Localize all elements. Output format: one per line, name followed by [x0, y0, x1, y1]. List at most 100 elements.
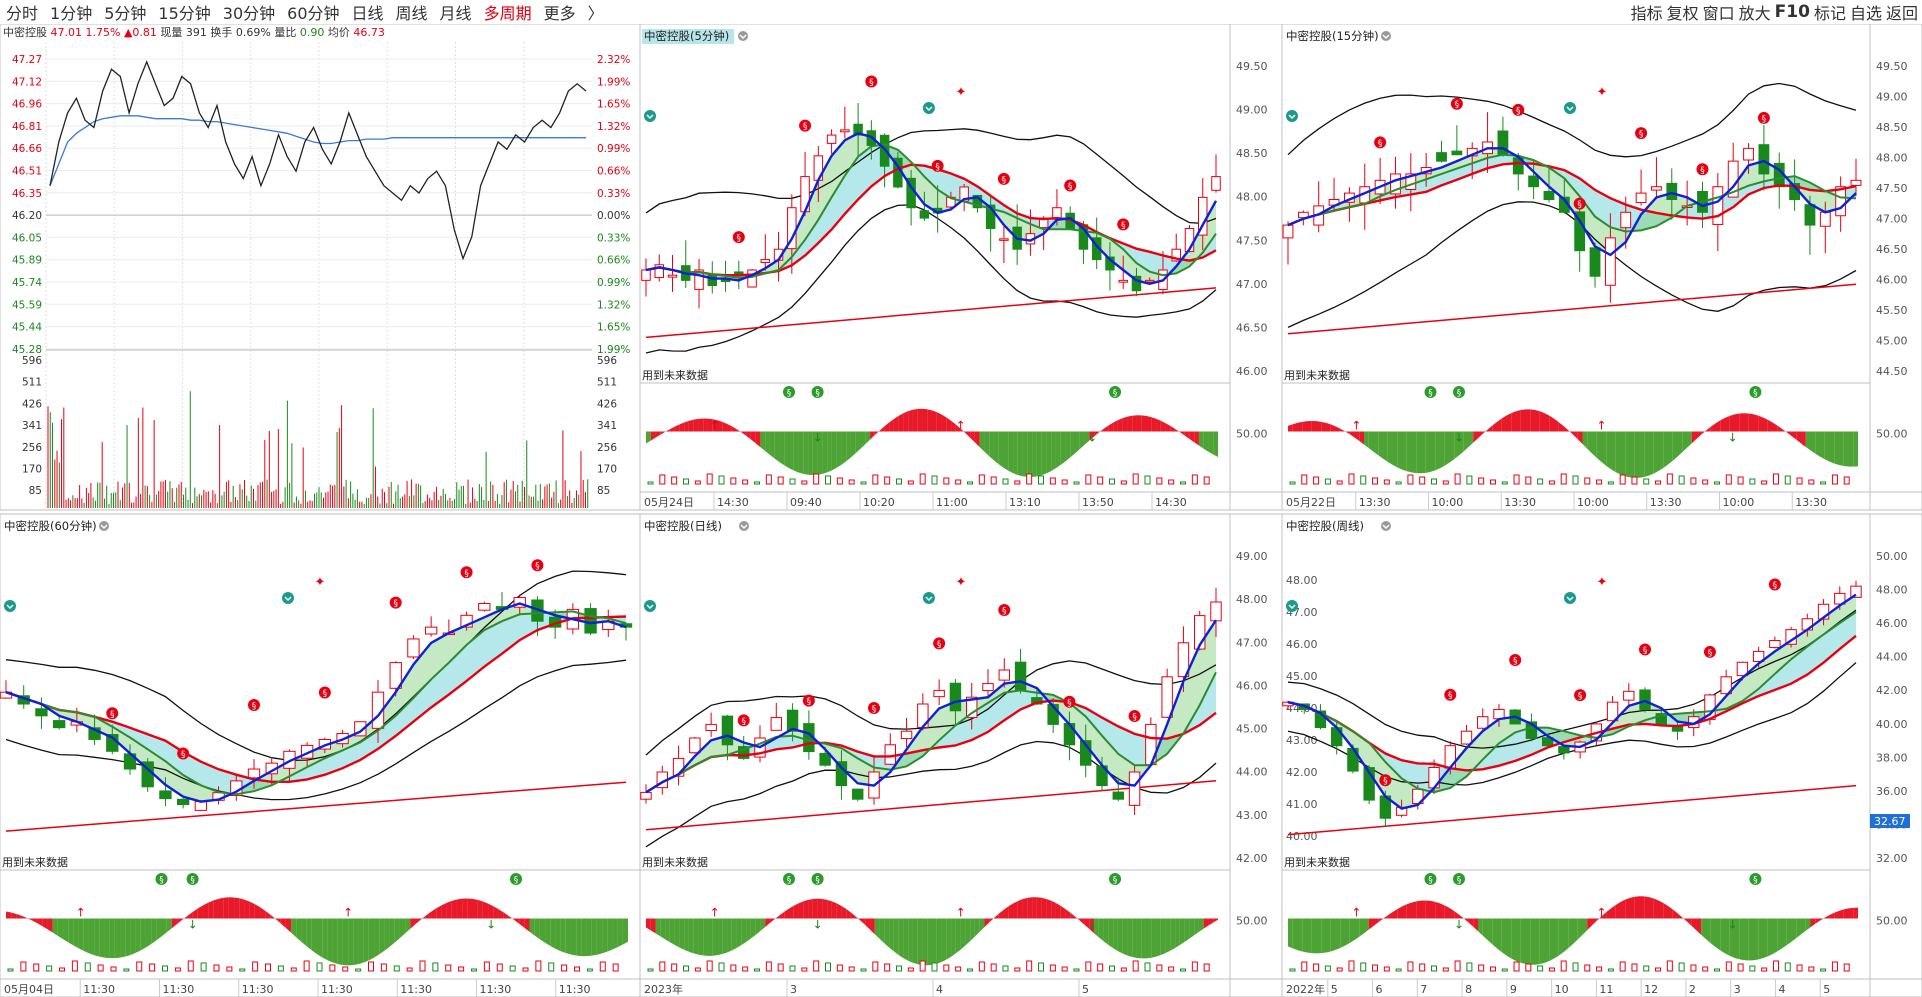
- mini-volume-bar: [1619, 474, 1626, 485]
- macd-area: [140, 918, 146, 951]
- red-s-marker-icon: [248, 699, 260, 712]
- intraday-frame: [0, 24, 641, 511]
- tab-30min[interactable]: 30分钟: [222, 4, 276, 23]
- macd-area: [984, 431, 990, 457]
- macd-area: [1013, 901, 1018, 919]
- macd-area: [1297, 421, 1303, 432]
- multi-period-charts[interactable]: 中密控股 47.01 1.75% ▲0.81 现量 391 换手 0.69% 量…: [0, 24, 1922, 997]
- mini-volume-bar: [671, 963, 678, 972]
- macd-area: [1497, 918, 1502, 953]
- macd-area: [1203, 918, 1209, 929]
- macd-area: [1839, 431, 1844, 466]
- red-s-marker-icon: §: [1002, 175, 1007, 185]
- candle-body: [478, 602, 491, 611]
- tab-60min[interactable]: 60分钟: [287, 4, 340, 23]
- mini-volume-bar: [1360, 475, 1367, 485]
- macd-area: [1060, 905, 1066, 919]
- boll-upper-line: [1287, 609, 1857, 749]
- macd-area: [192, 908, 198, 919]
- tool-zoom[interactable]: 放大: [1738, 4, 1771, 23]
- tool-back[interactable]: 返回: [1885, 4, 1918, 23]
- mini-volume-bar: [1431, 478, 1437, 485]
- mini-volume-bar: [1466, 475, 1473, 485]
- tab-daily[interactable]: 日线: [351, 4, 384, 23]
- price-axis-tick: 42.00: [1876, 684, 1908, 697]
- red-s-marker-icon: [1768, 578, 1781, 591]
- macd-area: [223, 897, 229, 919]
- macd-area: [254, 904, 260, 919]
- x-axis-tick: 6: [1376, 983, 1383, 996]
- tab-monthly[interactable]: 月线: [439, 4, 472, 23]
- macd-area: [1017, 431, 1023, 477]
- macd-area: [1065, 431, 1071, 462]
- teal-down-marker-icon: [1288, 114, 1296, 120]
- teal-down-marker-icon: [1566, 106, 1574, 112]
- teal-down-marker-icon: [1564, 102, 1576, 114]
- green-s-marker-icon: [1453, 873, 1465, 885]
- mini-volume-bar: [1548, 480, 1555, 485]
- candle-body: [1819, 211, 1831, 227]
- ma10-line: [645, 671, 1217, 794]
- teal-down-marker-icon: [1288, 604, 1296, 610]
- tab-multi-period[interactable]: 多周期: [483, 4, 532, 23]
- mini-volume-bar: [1085, 474, 1092, 485]
- x-axis-tick: 11:00: [936, 496, 968, 509]
- macd-area: [1311, 420, 1317, 432]
- tool-mark[interactable]: 标记: [1813, 4, 1846, 23]
- macd-area: [1611, 904, 1616, 919]
- candle-body: [407, 638, 420, 658]
- teal-down-marker-icon: [922, 102, 935, 114]
- red-s-marker-icon: §: [1448, 691, 1453, 701]
- macd-area: [1340, 428, 1345, 432]
- red-s-marker-icon: §: [1383, 777, 1388, 787]
- butterfly-icon: ✦: [1597, 85, 1608, 100]
- tab-weekly[interactable]: 周线: [395, 4, 428, 23]
- macd-area: [213, 898, 219, 919]
- macd-area: [655, 918, 661, 937]
- tab-5min[interactable]: 5分钟: [104, 4, 147, 23]
- ma-ribbon-teal: [646, 144, 1216, 278]
- macd-area: [1530, 918, 1535, 965]
- candle-body: [1112, 791, 1124, 800]
- green-s-marker-icon: [1109, 873, 1122, 885]
- mini-volume-bar: [1313, 963, 1320, 972]
- tool-adjust[interactable]: 复权: [1666, 4, 1699, 23]
- mini-volume-bar: [896, 478, 902, 485]
- pct-tick: 1.32%: [597, 121, 630, 133]
- mini-volume-bar: [1097, 963, 1104, 972]
- macd-area: [493, 906, 499, 919]
- tool-f10[interactable]: F10: [1774, 2, 1810, 22]
- tab-1min[interactable]: 1分钟: [50, 4, 93, 23]
- macd-area: [955, 424, 961, 432]
- red-s-marker-icon: §: [1639, 130, 1644, 140]
- candle-body: [1171, 248, 1181, 262]
- mini-volume-bar: [1180, 481, 1186, 485]
- red-s-marker-icon: §: [937, 640, 942, 650]
- macd-area: [717, 918, 723, 956]
- candle-body: [1477, 716, 1489, 729]
- tool-window[interactable]: 窗口: [1702, 4, 1735, 23]
- macd-area: [1748, 918, 1754, 961]
- price-axis-tick: 44.00: [1236, 766, 1268, 779]
- macd-area: [145, 918, 152, 948]
- tab-fenshi[interactable]: 分时: [6, 4, 39, 23]
- macd-area: [669, 426, 675, 432]
- more-arrow-icon[interactable]: 〉: [587, 4, 604, 23]
- mini-volume-bar: [393, 965, 400, 972]
- mini-volume-bar: [1144, 962, 1151, 972]
- macd-area: [462, 898, 468, 919]
- candle-body: [88, 727, 101, 740]
- tool-indicator[interactable]: 指标: [1630, 4, 1663, 23]
- mini-volume-bar: [1109, 478, 1115, 485]
- x-axis-tick: 12: [1644, 983, 1658, 996]
- macd-area: [570, 918, 577, 956]
- macd-area: [1639, 431, 1645, 478]
- tab-more[interactable]: 更多: [543, 4, 576, 23]
- macd-area: [1582, 431, 1588, 449]
- tool-watchlist[interactable]: 自选: [1849, 4, 1882, 23]
- macd-area: [1075, 916, 1080, 921]
- tab-15min[interactable]: 15分钟: [158, 4, 211, 23]
- red-s-marker-icon: [318, 686, 331, 699]
- red-s-marker-icon: [106, 707, 119, 720]
- x-axis-tick: 11:30: [559, 983, 591, 996]
